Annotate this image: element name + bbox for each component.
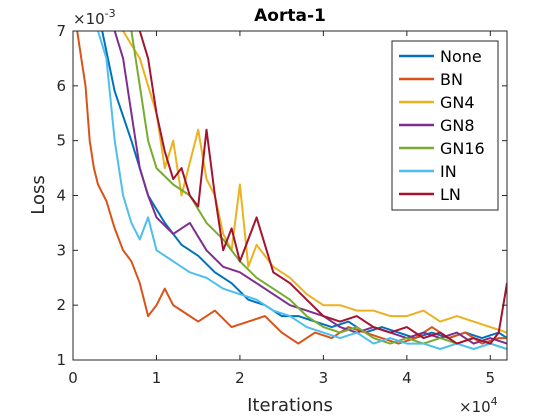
legend-label-gn8: GN8: [440, 116, 475, 135]
series-line-ln: [138, 31, 507, 345]
series-line-in: [97, 31, 507, 350]
x-tick-label: 4: [402, 369, 412, 387]
series-line-gn16: [130, 31, 507, 350]
y-axis-multiplier: ×10-3: [73, 7, 116, 28]
legend-label-none: None: [440, 47, 482, 66]
y-tick-label: 4: [56, 187, 66, 205]
y-tick-label: 6: [56, 77, 66, 95]
x-tick-label: 0: [68, 369, 78, 387]
legend-label-gn4: GN4: [440, 93, 475, 112]
x-axis-label: Iterations: [247, 395, 333, 416]
series-line-gn8: [113, 31, 507, 345]
legend-label-in: IN: [440, 162, 457, 181]
y-tick-label: 3: [56, 241, 66, 259]
x-tick-label: 1: [152, 369, 162, 387]
chart-title: Aorta-1: [254, 6, 326, 26]
x-axis-exponent: 4: [491, 395, 498, 408]
series-line-gn4: [122, 31, 507, 334]
y-tick-label: 1: [56, 351, 66, 369]
legend-label-gn16: GN16: [440, 139, 485, 158]
y-tick-label: 2: [56, 296, 66, 314]
x-tick-label: 2: [235, 369, 245, 387]
x-tick-label: 5: [486, 369, 496, 387]
y-axis-exponent: -3: [105, 7, 116, 20]
y-tick-label: 7: [56, 22, 66, 40]
y-tick-label: 5: [56, 132, 66, 150]
series-line-bn: [76, 31, 507, 345]
x-tick-label: 3: [319, 369, 329, 387]
x-axis-multiplier: ×104: [459, 395, 498, 416]
y-axis-label: Loss: [28, 175, 49, 214]
legend: None BN GN4 GN8 GN16 IN LN: [391, 40, 499, 211]
legend-label-bn: BN: [440, 70, 463, 89]
legend-label-ln: LN: [440, 185, 461, 204]
